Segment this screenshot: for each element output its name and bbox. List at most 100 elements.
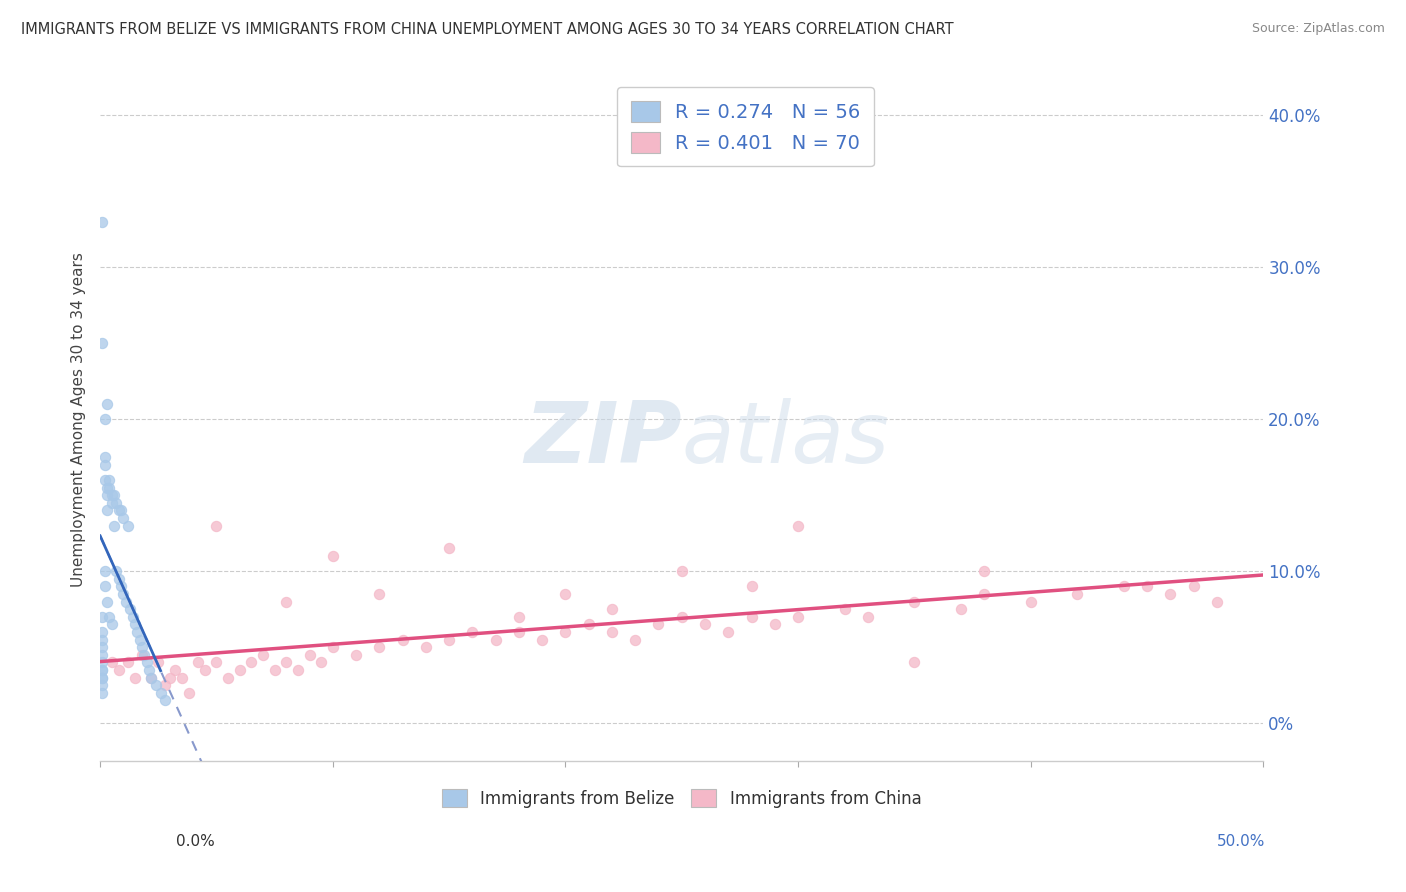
Point [787,518,810,533]
Point [96,488,118,502]
Point [120,602,142,616]
Point [117,656,139,670]
Point [903,656,925,670]
Point [121,609,143,624]
Point [1019,594,1042,608]
Point [856,609,879,624]
Point [96,503,118,517]
Point [263,663,285,677]
Point [145,678,167,692]
Point [103,488,125,502]
Point [578,617,600,632]
Point [787,609,810,624]
Point [91,686,114,700]
Point [110,579,132,593]
Point [600,602,623,616]
Point [96,594,118,608]
Point [217,671,239,685]
Point [437,632,460,647]
Point [91,656,114,670]
Y-axis label: Unemployment Among Ages 30 to 34 years: Unemployment Among Ages 30 to 34 years [72,252,86,587]
Point [103,518,125,533]
Text: ZIP: ZIP [524,398,682,482]
Point [91,648,114,662]
Point [228,663,250,677]
Point [155,693,177,707]
Point [96,397,118,411]
Point [131,640,153,654]
Point [96,481,118,495]
Point [1159,587,1181,601]
Point [148,656,170,670]
Point [94,412,117,426]
Point [110,503,132,517]
Point [149,686,172,700]
Point [322,549,344,563]
Point [287,663,309,677]
Point [94,564,117,578]
Point [91,609,114,624]
Point [693,617,716,632]
Point [1182,579,1205,593]
Point [94,473,117,487]
Point [94,579,117,593]
Point [105,496,128,510]
Point [671,609,693,624]
Point [368,640,391,654]
Point [322,640,344,654]
Point [485,632,508,647]
Point [252,648,274,662]
Point [1112,579,1135,593]
Point [155,678,177,692]
Point [741,609,763,624]
Point [117,518,139,533]
Point [1066,587,1088,601]
Point [91,632,114,647]
Point [91,671,114,685]
Point [205,518,228,533]
Point [163,663,186,677]
Point [112,587,135,601]
Point [91,671,114,685]
Point [415,640,437,654]
Point [240,656,263,670]
Point [107,572,129,586]
Point [114,594,136,608]
Point [600,624,623,639]
Text: Source: ZipAtlas.com: Source: ZipAtlas.com [1251,22,1385,36]
Point [91,624,114,639]
Text: 50.0%: 50.0% [1218,834,1265,849]
Point [508,624,530,639]
Point [903,594,925,608]
Point [98,473,121,487]
Point [94,450,117,465]
Point [100,496,122,510]
Point [100,488,122,502]
Point [98,481,121,495]
Point [973,564,995,578]
Point [159,671,181,685]
Point [124,617,146,632]
Point [170,671,193,685]
Point [624,632,647,647]
Point [105,564,128,578]
Point [107,503,129,517]
Text: 0.0%: 0.0% [176,834,215,849]
Point [763,617,786,632]
Point [834,602,856,616]
Point [949,602,972,616]
Point [94,458,117,472]
Point [647,617,669,632]
Point [391,632,413,647]
Point [100,617,122,632]
Point [554,587,576,601]
Point [554,624,576,639]
Point [91,215,114,229]
Point [717,624,740,639]
Point [508,609,530,624]
Point [276,656,298,670]
Point [107,663,129,677]
Point [461,624,484,639]
Point [276,594,298,608]
Point [128,632,150,647]
